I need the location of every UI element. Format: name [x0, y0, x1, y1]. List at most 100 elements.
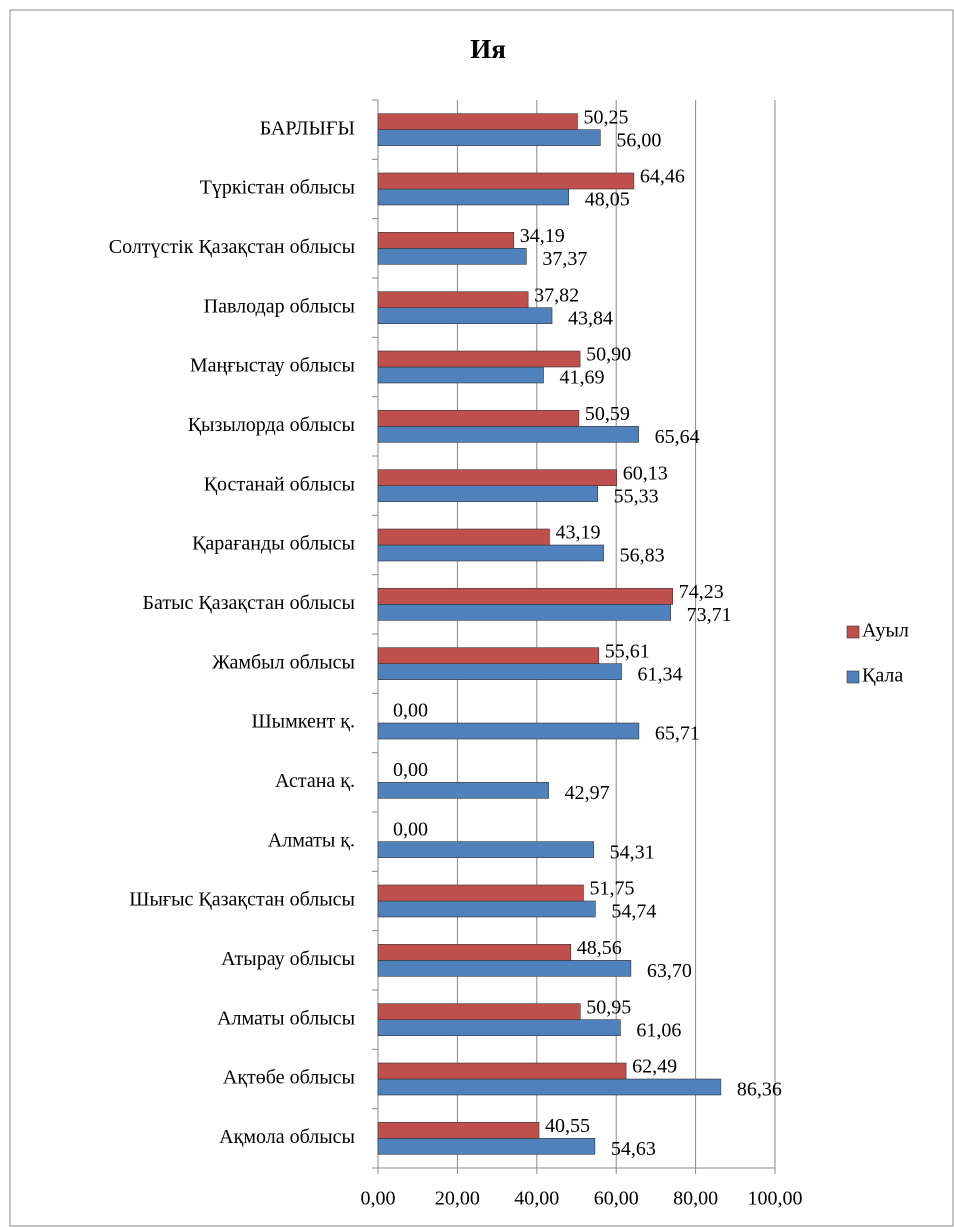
- x-tick-label: 20,00: [435, 1188, 480, 1210]
- value-label: 54,74: [611, 901, 656, 923]
- y-tick-label: Қызылорда облысы: [188, 414, 355, 436]
- bar: [377, 544, 604, 562]
- value-label: 0,00: [393, 818, 428, 840]
- y-tick-label: Ақмола облысы: [219, 1126, 355, 1148]
- y-tick-label: Маңғыстау облысы: [190, 355, 355, 377]
- x-tick-label: 40,00: [514, 1188, 559, 1210]
- value-label: 55,61: [605, 640, 650, 662]
- chart-title: Ия: [470, 34, 506, 64]
- bar: [377, 248, 527, 265]
- bar: [377, 129, 601, 146]
- value-label: 48,05: [585, 189, 630, 211]
- bar: [377, 1122, 540, 1139]
- value-label: 50,95: [586, 996, 631, 1018]
- value-label: 65,71: [655, 723, 700, 745]
- x-tick-label: 80,00: [673, 1188, 718, 1210]
- value-label: 37,37: [542, 248, 587, 270]
- bar: [377, 469, 618, 486]
- bar: [377, 944, 572, 961]
- bar: [377, 426, 639, 443]
- bar: [377, 1062, 627, 1080]
- value-label: 42,97: [565, 782, 610, 804]
- x-tick-label: 60,00: [594, 1188, 639, 1210]
- value-label: 61,06: [636, 1019, 681, 1041]
- value-label: 50,25: [583, 106, 628, 128]
- bar: [377, 884, 584, 902]
- value-label: 62,49: [632, 1056, 677, 1078]
- value-label: 54,31: [610, 841, 655, 863]
- bar: [377, 485, 598, 502]
- bar: [377, 410, 580, 427]
- y-tick-label: Солтүстік Қазақстан облысы: [109, 236, 355, 258]
- y-tick-label: Қарағанды облысы: [192, 533, 355, 555]
- value-label: 50,90: [586, 344, 631, 366]
- value-label: 51,75: [589, 878, 634, 900]
- y-tick-label: Жамбыл облысы: [212, 651, 355, 673]
- x-tick-label: 0,00: [361, 1188, 396, 1210]
- y-tick-label: Атырау облысы: [221, 948, 355, 970]
- bar: [377, 647, 600, 664]
- bar: [377, 291, 529, 308]
- value-label: 63,70: [647, 960, 692, 982]
- bar: [377, 782, 549, 799]
- bar: [377, 1019, 621, 1036]
- x-tick-label: 100,00: [748, 1188, 803, 1210]
- bar: [377, 1078, 722, 1096]
- value-label: 50,59: [585, 403, 630, 425]
- bar: [377, 307, 553, 324]
- bar: [377, 604, 671, 621]
- value-label: 73,71: [687, 604, 732, 626]
- y-tick-label: Астана қ.: [275, 770, 355, 792]
- y-tick-label: БАРЛЫҒЫ: [260, 117, 355, 139]
- value-label: 40,55: [545, 1115, 590, 1137]
- y-tick-label: Алматы облысы: [217, 1007, 355, 1029]
- legend-label: Ауыл: [862, 620, 909, 642]
- value-label: 0,00: [393, 700, 428, 722]
- value-label: 37,82: [534, 284, 579, 306]
- value-label: 74,23: [679, 581, 724, 603]
- value-label: 43,84: [568, 307, 613, 329]
- bar: [377, 232, 515, 249]
- value-label: 55,33: [614, 485, 659, 507]
- value-label: 86,36: [737, 1079, 782, 1101]
- value-label: 65,64: [655, 426, 700, 448]
- bar: [377, 900, 596, 918]
- bar: [377, 113, 578, 130]
- y-tick-label: Шығыс Қазақстан облысы: [129, 889, 355, 911]
- value-label: 54,63: [611, 1138, 656, 1160]
- bar: [377, 960, 632, 977]
- bar: [377, 350, 581, 368]
- bar: [377, 366, 544, 384]
- bar: [377, 663, 622, 680]
- value-label: 60,13: [623, 462, 668, 484]
- y-tick-label: Шымкент қ.: [251, 711, 355, 733]
- bar: [377, 528, 550, 546]
- bar: [377, 722, 640, 740]
- bar: [377, 1138, 596, 1155]
- value-label: 48,56: [577, 937, 622, 959]
- bar: [377, 1003, 581, 1020]
- value-label: 61,34: [638, 663, 683, 685]
- legend-swatch: [846, 670, 860, 684]
- legend-label: Қала: [862, 665, 903, 687]
- y-tick-label: Алматы қ.: [268, 829, 355, 851]
- legend-swatch: [846, 625, 860, 639]
- value-label: 43,19: [555, 522, 600, 544]
- y-tick-label: Түркістан облысы: [200, 177, 355, 199]
- bar: [377, 172, 635, 190]
- value-label: 64,46: [640, 166, 685, 188]
- bar: [377, 588, 673, 605]
- value-label: 56,00: [616, 129, 661, 151]
- value-label: 34,19: [520, 225, 565, 247]
- y-tick-label: Павлодар облысы: [204, 295, 355, 317]
- value-label: 56,83: [620, 545, 665, 567]
- value-label: 0,00: [393, 759, 428, 781]
- y-tick-label: Ақтөбе облысы: [223, 1067, 355, 1089]
- bar: [377, 841, 594, 858]
- y-tick-label: Батыс Қазақстан облысы: [143, 592, 355, 614]
- bar: [377, 188, 570, 206]
- y-tick-label: Қостанай облысы: [204, 473, 355, 495]
- value-label: 41,69: [560, 367, 605, 389]
